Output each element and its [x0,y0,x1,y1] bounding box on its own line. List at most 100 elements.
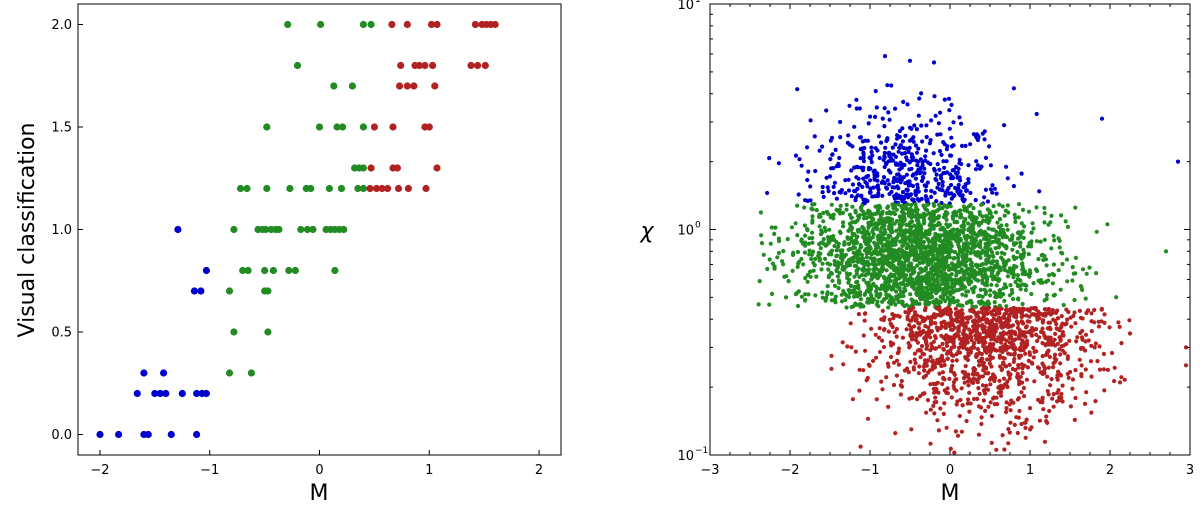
c2-point-blue [873,114,878,119]
c2-point-red [996,390,1001,395]
c2-point-green [1044,293,1050,298]
c2-point-red [1049,377,1054,382]
c2-point-green [857,274,862,279]
c2-point-green [925,260,930,265]
c2-point-blue [1037,189,1042,194]
c2-point-green [916,253,921,258]
c2-point-green [865,241,870,246]
c1-point-red [373,184,381,193]
c2-point-green [1004,304,1009,309]
c2-point-blue [825,185,830,190]
c2-point-blue [868,190,873,195]
c2-point-green [952,267,957,272]
c2-point-red [1071,313,1076,319]
c1-point-green [243,184,251,193]
c2-point-red [1089,311,1094,316]
c2-point-red [1026,358,1031,363]
c2-point-green [1010,290,1015,295]
c2-point-blue [924,134,929,140]
c2-point-red [1062,351,1067,356]
c2-point-green [920,278,925,284]
c2-point-blue [1019,171,1024,176]
c2-point-green [1064,257,1070,262]
c2-point-red [1073,368,1078,373]
c2-point-red [979,415,984,420]
c2-point-blue [954,171,960,176]
c1-point-green [331,266,339,275]
c2-point-green [925,202,930,207]
c2-point-green [1070,265,1075,270]
c1-point-green [284,20,292,29]
c2-point-red [940,381,945,387]
c2-point-blue [931,151,936,156]
c2-point-red [1053,310,1059,315]
c2-point-blue [988,187,994,192]
c2-point-green [969,279,974,284]
c2-point-red [1047,354,1052,359]
c2-point-red [928,348,933,353]
c2-point-red [933,361,938,366]
c2-point-red [1015,430,1020,436]
c2-point-green [950,281,955,287]
c2-point-green [903,258,908,263]
c2-point-red [906,307,912,312]
c1-point-blue [197,287,205,295]
c2-point-blue [882,54,888,59]
c2-point-red [1117,380,1123,385]
c2-point-blue [882,150,887,155]
c2-point-blue [893,162,899,167]
c2-point-red [954,352,959,357]
c2-point-blue [912,123,917,128]
c1-ytick-label: 0.5 [51,326,72,341]
c2-point-green [1043,257,1049,262]
c2-point-green [988,235,993,240]
c2-point-blue [907,58,913,63]
c2-point-green [969,217,974,222]
c2-point-green [810,235,815,241]
c2-xlabel: M [941,481,960,506]
c2-point-red [979,317,984,322]
c2-point-blue [885,136,890,141]
c2-point-red [966,351,971,356]
c2-point-blue [897,178,902,183]
c1-point-green [264,287,272,295]
c2-point-red [1021,306,1026,311]
c2-point-red [1006,427,1011,432]
c1-point-green [244,266,252,275]
c1-point-green [263,184,271,193]
c2-point-green [980,262,986,267]
c2-point-blue [797,157,802,162]
c2-point-green [986,216,991,221]
c2-point-red [933,395,938,400]
c2-point-red [1012,352,1017,357]
c1-point-blue [140,369,148,377]
c2-point-blue [868,166,873,171]
c2-point-green [1009,287,1015,292]
c2-point-red [1058,373,1064,378]
c2-point-red [1089,319,1094,324]
c2-point-green [1008,283,1013,288]
c2-point-red [1004,364,1009,369]
c2-point-green [931,212,937,217]
c2-point-green [795,233,800,238]
c1-point-red [396,82,404,90]
c1-point-green [297,225,305,234]
c2-point-red [948,348,953,353]
c2-point-green [854,271,859,276]
c2-point-green [861,304,866,309]
c2-ytick-label: 10 [677,449,694,464]
c2-point-red [886,364,891,369]
c2-point-red [952,344,957,349]
c2-point-green [826,267,831,272]
c2-point-green [795,249,801,255]
c2-point-green [851,239,857,244]
c2-point-blue [910,183,916,189]
c2-point-red [1043,307,1048,312]
c2-point-red [982,306,987,311]
c2-point-red [1048,383,1053,388]
c2-point-red [1053,331,1058,336]
c2-point-green [1015,249,1020,255]
c2-point-blue [934,199,939,204]
c2-point-red [945,386,950,391]
c2-point-blue [846,177,851,182]
